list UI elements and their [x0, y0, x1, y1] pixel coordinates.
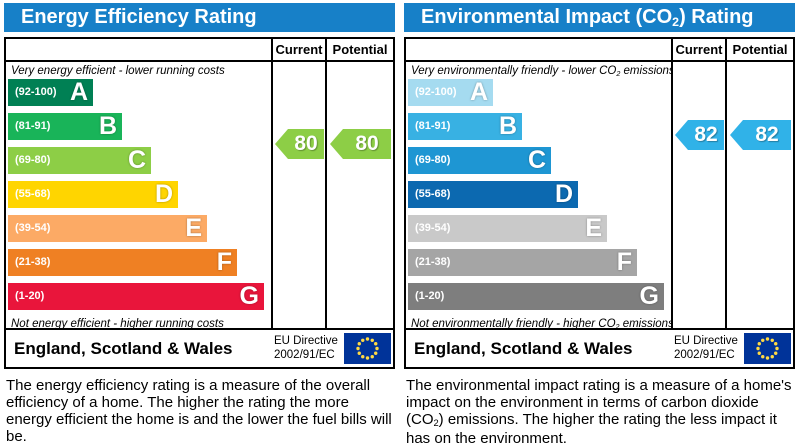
- band-d: (55-68) D: [8, 181, 178, 208]
- band-a-range: (92-100): [15, 86, 57, 98]
- potential-rating-value: 80: [343, 129, 391, 159]
- potential-column-header: Potential: [325, 39, 393, 60]
- title-text: Environmental Impact (CO: [421, 6, 673, 28]
- arrow-point-icon: [675, 120, 688, 150]
- current-column-header: Current: [271, 39, 325, 60]
- energy-panel-title: Energy Efficiency Rating: [4, 3, 395, 32]
- band-b-letter: B: [98, 112, 117, 140]
- bottom-scale-label: Not environmentally friendly - higher CO…: [411, 318, 671, 328]
- current-rating-arrow: 82: [675, 120, 724, 150]
- band-g-letter: G: [639, 282, 659, 310]
- band-b: (81-91) B: [408, 113, 522, 140]
- co2-chart-area: Very environmentally friendly - lower CO…: [406, 62, 793, 330]
- region-label: England, Scotland & Wales: [14, 338, 233, 358]
- top-scale-label: Very energy efficient - lower running co…: [11, 65, 225, 77]
- band-d: (55-68) D: [408, 181, 578, 208]
- arrow-point-icon: [330, 129, 343, 159]
- band-g-letter: G: [239, 282, 259, 310]
- energy-efficiency-panel: Energy Efficiency Rating Current Potenti…: [4, 3, 395, 447]
- header-spacer-cell: [406, 39, 671, 60]
- arrow-point-icon: [275, 129, 288, 159]
- band-b-letter: B: [498, 112, 517, 140]
- band-g: (1-20) G: [8, 283, 264, 310]
- potential-rating-value: 82: [743, 120, 791, 150]
- current-column-header: Current: [671, 39, 725, 60]
- band-a: (92-100) A: [408, 79, 493, 106]
- band-c-range: (69-80): [15, 154, 51, 166]
- band-e: (39-54) E: [408, 215, 607, 242]
- environmental-panel-title: Environmental Impact (CO2) Rating: [404, 3, 795, 32]
- region-label: England, Scotland & Wales: [414, 338, 633, 358]
- arrow-point-icon: [730, 120, 743, 150]
- band-f-letter: F: [616, 248, 632, 276]
- energy-description: The energy efficiency rating is a measur…: [6, 377, 392, 445]
- co2-band-scale: Very environmentally friendly - lower CO…: [406, 62, 671, 328]
- potential-rating-arrow: 80: [330, 129, 391, 159]
- environmental-impact-panel: Environmental Impact (CO2) Rating Curren…: [404, 3, 795, 447]
- band-f: (21-38) F: [408, 249, 637, 276]
- current-rating-arrow: 80: [275, 129, 324, 159]
- energy-band-scale: Very energy efficient - lower running co…: [6, 62, 271, 328]
- band-c: (69-80) C: [8, 147, 151, 174]
- band-e-letter: E: [585, 214, 602, 242]
- band-e: (39-54) E: [8, 215, 207, 242]
- current-value-column: 82: [671, 62, 725, 328]
- current-rating-value: 80: [288, 129, 324, 159]
- band-f-letter: F: [216, 248, 232, 276]
- band-b: (81-91) B: [8, 113, 122, 140]
- top-scale-label: Very environmentally friendly - lower CO…: [411, 65, 671, 78]
- column-header-row: Current Potential: [406, 39, 793, 62]
- energy-rating-table: Current Potential Very energy efficient …: [4, 37, 395, 369]
- table-footer: England, Scotland & Wales EU Directive 2…: [406, 330, 793, 367]
- title-text: Energy Efficiency Rating: [21, 6, 257, 28]
- co2-bands: (92-100) A (81-91) B (69-80) C (55-68) D (39…: [408, 79, 671, 310]
- band-f-range: (21-38): [415, 256, 451, 268]
- potential-column-header: Potential: [725, 39, 793, 60]
- eu-flag-icon: [344, 333, 391, 364]
- potential-rating-arrow: 82: [730, 120, 791, 150]
- potential-value-column: 80: [325, 62, 393, 328]
- header-spacer-cell: [6, 39, 271, 60]
- band-a-letter: A: [469, 78, 488, 106]
- band-a: (92-100) A: [8, 79, 93, 106]
- table-footer: England, Scotland & Wales EU Directive 2…: [6, 330, 393, 367]
- band-f-range: (21-38): [15, 256, 51, 268]
- band-b-range: (81-91): [415, 120, 451, 132]
- band-c-range: (69-80): [415, 154, 451, 166]
- band-g: (1-20) G: [408, 283, 664, 310]
- band-b-range: (81-91): [15, 120, 51, 132]
- column-header-row: Current Potential: [6, 39, 393, 62]
- title-subscript: 2: [672, 15, 680, 30]
- band-d-range: (55-68): [15, 188, 51, 200]
- band-a-letter: A: [69, 78, 88, 106]
- band-e-letter: E: [185, 214, 202, 242]
- band-c-letter: C: [527, 146, 546, 174]
- bottom-scale-label: Not energy efficient - higher running co…: [11, 318, 224, 328]
- eu-directive-label: EU Directive 2002/91/EC: [274, 335, 338, 361]
- eu-directive-label: EU Directive 2002/91/EC: [674, 335, 738, 361]
- co2-description: The environmental impact rating is a mea…: [406, 377, 792, 447]
- band-c: (69-80) C: [408, 147, 551, 174]
- band-d-letter: D: [554, 180, 573, 208]
- band-f: (21-38) F: [8, 249, 237, 276]
- band-c-letter: C: [127, 146, 146, 174]
- current-rating-value: 82: [688, 120, 724, 150]
- band-a-range: (92-100): [415, 86, 457, 98]
- band-d-range: (55-68): [415, 188, 451, 200]
- band-d-letter: D: [154, 180, 173, 208]
- band-g-range: (1-20): [415, 290, 445, 302]
- eu-flag-icon: [744, 333, 791, 364]
- band-e-range: (39-54): [415, 222, 451, 234]
- title-text-end: ) Rating: [679, 6, 754, 28]
- potential-value-column: 82: [725, 62, 793, 328]
- co2-rating-table: Current Potential Very environmentally f…: [404, 37, 795, 369]
- current-value-column: 80: [271, 62, 325, 328]
- band-e-range: (39-54): [15, 222, 51, 234]
- energy-chart-area: Very energy efficient - lower running co…: [6, 62, 393, 330]
- band-g-range: (1-20): [15, 290, 45, 302]
- energy-bands: (92-100) A (81-91) B (69-80) C (55-68) D (39…: [8, 79, 271, 310]
